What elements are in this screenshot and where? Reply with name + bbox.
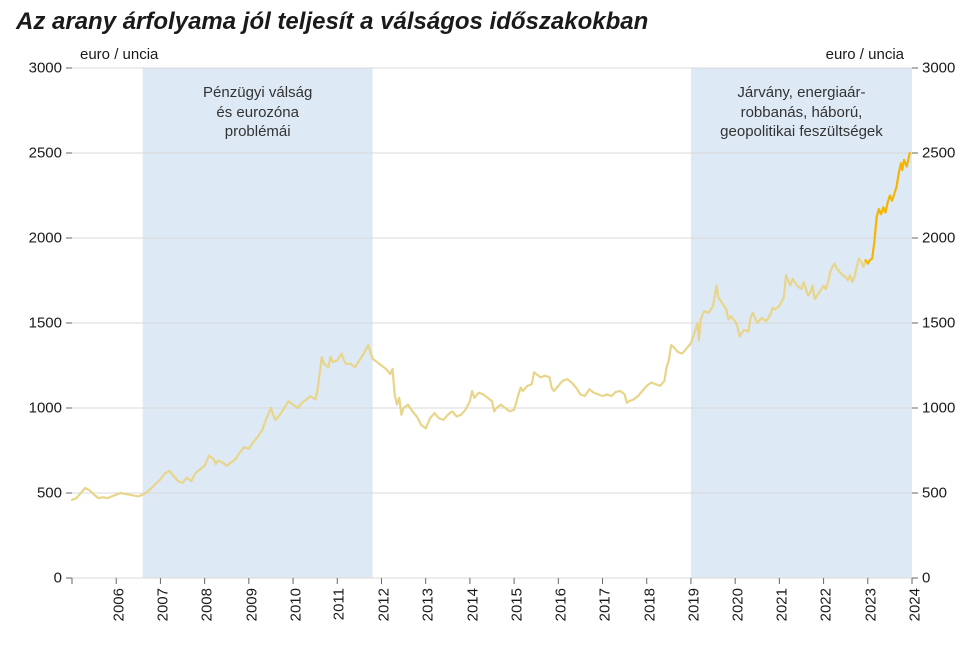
x-tick-label: 2007 [155,588,172,621]
y-tick-label-right: 1500 [922,315,955,332]
y-tick-label-left: 1000 [29,400,62,417]
x-tick-label: 2022 [818,588,835,621]
x-tick-label: 2009 [243,588,260,621]
x-tick-label: 2016 [552,588,569,621]
y-tick-label-left: 500 [37,485,62,502]
crisis-annotation: Pénzügyi válság és eurozóna problémái [203,83,312,142]
x-tick-label: 2008 [199,588,216,621]
y-tick-label-right: 3000 [922,60,955,77]
chart-container: Az arany árfolyama jól teljesít a válság… [0,0,974,663]
x-tick-label: 2015 [508,588,525,621]
y-tick-label-left: 2000 [29,230,62,247]
x-tick-label: 2021 [774,588,791,621]
x-tick-label: 2018 [641,588,658,621]
x-tick-label: 2013 [420,588,437,621]
y-tick-label-left: 0 [54,570,62,587]
x-tick-label: 2017 [597,588,614,621]
x-tick-label: 2024 [906,588,923,621]
y-tick-label-right: 0 [922,570,930,587]
y-tick-label-left: 3000 [29,60,62,77]
x-tick-label: 2019 [685,588,702,621]
x-tick-label: 2014 [464,588,481,621]
x-tick-label: 2006 [110,588,127,621]
y-tick-label-left: 1500 [29,315,62,332]
y-tick-label-right: 500 [922,485,947,502]
x-tick-label: 2011 [330,588,347,620]
y-tick-label-right: 2500 [922,145,955,162]
x-tick-label: 2012 [376,588,393,621]
x-tick-label: 2023 [862,588,879,621]
x-tick-label: 2020 [729,588,746,621]
x-tick-label: 2010 [287,588,304,621]
crisis-annotation: Járvány, energiaár- robbanás, háború, ge… [720,83,883,142]
y-tick-label-right: 1000 [922,400,955,417]
y-tick-label-right: 2000 [922,230,955,247]
y-tick-label-left: 2500 [29,145,62,162]
